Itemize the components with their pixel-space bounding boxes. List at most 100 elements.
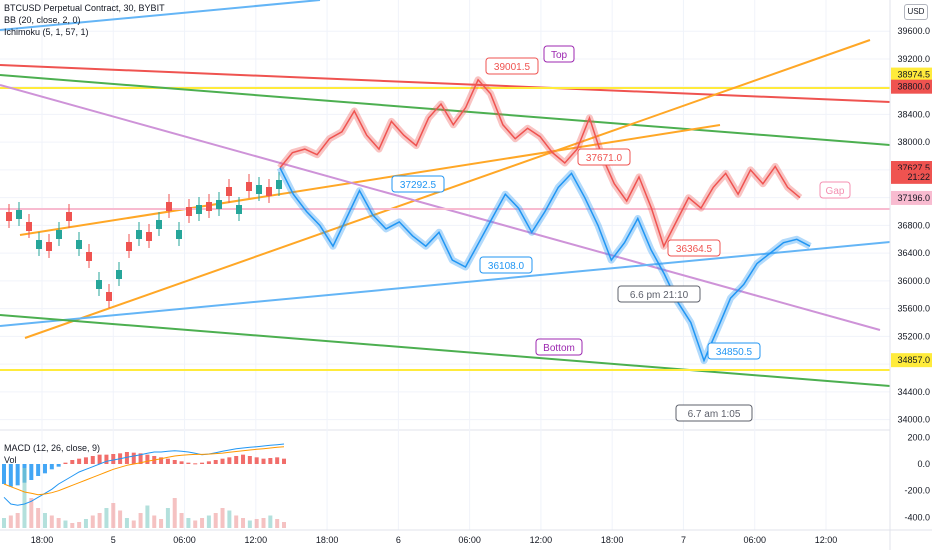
trendline-purple xyxy=(0,85,880,330)
path-blue-glow xyxy=(280,168,810,361)
x-tick-label: 18:00 xyxy=(601,535,624,545)
macd-hist-bar xyxy=(57,464,61,467)
price-tag: 38974.5 xyxy=(897,70,930,80)
bb-legend[interactable]: BB (20, close, 2, 0) xyxy=(4,15,81,25)
volume-bar xyxy=(152,516,156,529)
candle-body xyxy=(116,270,122,279)
macd-y-tick: -400.0 xyxy=(904,512,930,522)
macd-hist-bar xyxy=(193,463,197,464)
volume-bar xyxy=(268,516,272,529)
volume-bar xyxy=(36,508,40,528)
macd-hist-bar xyxy=(180,461,184,464)
candle-body xyxy=(246,182,252,191)
candle-body xyxy=(186,207,192,216)
macd-hist-bar xyxy=(214,460,218,464)
volume-bar xyxy=(16,513,20,528)
volume-bar xyxy=(166,508,170,528)
macd-hist-bar xyxy=(2,464,6,484)
x-tick-label: 12:00 xyxy=(530,535,553,545)
macd-hist-bar xyxy=(275,457,279,464)
price-axis[interactable]: 39600.039200.038800.038400.038000.037600… xyxy=(890,0,932,550)
candle-body xyxy=(106,292,112,301)
y-tick-label: 36800.0 xyxy=(897,220,930,230)
macd-legend[interactable]: MACD (12, 26, close, 9) xyxy=(4,443,100,453)
macd-hist-bar xyxy=(50,464,54,469)
annotation-bottom-value: 34850.5 xyxy=(716,347,753,358)
y-tick-label: 34000.0 xyxy=(897,415,930,425)
volume-bar xyxy=(104,508,108,528)
candle-body xyxy=(36,240,42,249)
y-tick-label: 34400.0 xyxy=(897,387,930,397)
macd-hist-bar xyxy=(255,457,259,464)
annotation-low1: 36108.0 xyxy=(488,261,525,272)
candle-body xyxy=(156,220,162,229)
y-tick-label: 36000.0 xyxy=(897,276,930,286)
volume-bar xyxy=(9,516,13,529)
volume-bar xyxy=(282,522,286,528)
vol-legend[interactable]: Vol xyxy=(4,455,17,465)
candle-body xyxy=(176,230,182,239)
volume-bar xyxy=(173,498,177,528)
trendline-blue-bottom xyxy=(0,242,890,326)
macd-hist-bar xyxy=(268,458,272,464)
candle-body xyxy=(16,210,22,219)
macd-hist-bar xyxy=(200,463,204,464)
volume-bar xyxy=(57,518,61,528)
ichimoku-legend[interactable]: Ichimoku (5, 1, 57, 1) xyxy=(4,27,89,37)
candle-body xyxy=(276,180,282,189)
annotation-gap: Gap xyxy=(826,186,845,197)
annotation-low2-time: 6.6 pm 21:10 xyxy=(630,290,689,301)
macd-hist-bar xyxy=(29,464,33,480)
volume-bar xyxy=(214,513,218,528)
macd-y-tick: -200.0 xyxy=(904,486,930,496)
macd-hist-bar xyxy=(282,459,286,464)
volume-bar xyxy=(227,511,231,529)
candle-body xyxy=(166,202,172,211)
volume-bar xyxy=(193,521,197,529)
macd-hist-bar xyxy=(104,455,108,464)
macd-hist-bar xyxy=(227,457,231,464)
x-tick-label: 5 xyxy=(111,535,116,545)
annotation-peak2: 37671.0 xyxy=(586,153,623,164)
candle-body xyxy=(266,187,272,196)
candle-body xyxy=(146,232,152,241)
macd-hist-bar xyxy=(77,459,81,464)
symbol-legend[interactable]: BTCUSD Perpetual Contract, 30, BYBIT xyxy=(4,3,165,13)
macd-hist-bar xyxy=(207,461,211,464)
annotation-top: Top xyxy=(551,50,568,61)
candle-body xyxy=(66,212,72,221)
volume-bar xyxy=(84,519,88,528)
annotation-bottom-time: 6.7 am 1:05 xyxy=(688,409,741,420)
macd-pane xyxy=(2,444,286,528)
time-axis[interactable]: 18:00 5 06:00 12:00 18:00 6 06:00 12:00 18:00 7 06… xyxy=(0,530,932,545)
y-tick-label: 39200.0 xyxy=(897,54,930,64)
volume-bar xyxy=(2,518,6,528)
y-tick-label: 39600.0 xyxy=(897,26,930,36)
volume-bar xyxy=(43,513,47,528)
macd-hist-bar xyxy=(36,464,40,476)
volume-bar xyxy=(63,521,67,529)
candle-body xyxy=(236,205,242,214)
x-tick-label: 06:00 xyxy=(458,535,481,545)
trend-lines xyxy=(0,0,890,386)
macd-hist-bar xyxy=(91,456,95,464)
volume-bar xyxy=(98,513,102,528)
volume-bar xyxy=(118,511,122,529)
macd-hist-bar xyxy=(84,457,88,464)
y-tick-label: 35200.0 xyxy=(897,331,930,341)
macd-hist-bar xyxy=(166,459,170,464)
price-tag: 37196.0 xyxy=(897,193,930,203)
y-tick-label: 38400.0 xyxy=(897,109,930,119)
x-tick-label: 6 xyxy=(396,535,401,545)
macd-hist-bar xyxy=(248,456,252,464)
candle-body xyxy=(256,185,262,194)
candle-body xyxy=(206,202,212,211)
volume-bar xyxy=(22,468,26,528)
volume-bar xyxy=(234,516,238,529)
price-tag: 34857.0 xyxy=(897,355,930,365)
x-tick-label: 18:00 xyxy=(316,535,339,545)
trendline-red xyxy=(0,65,890,102)
volume-bar xyxy=(50,516,54,529)
currency-badge[interactable]: USD xyxy=(904,4,928,20)
